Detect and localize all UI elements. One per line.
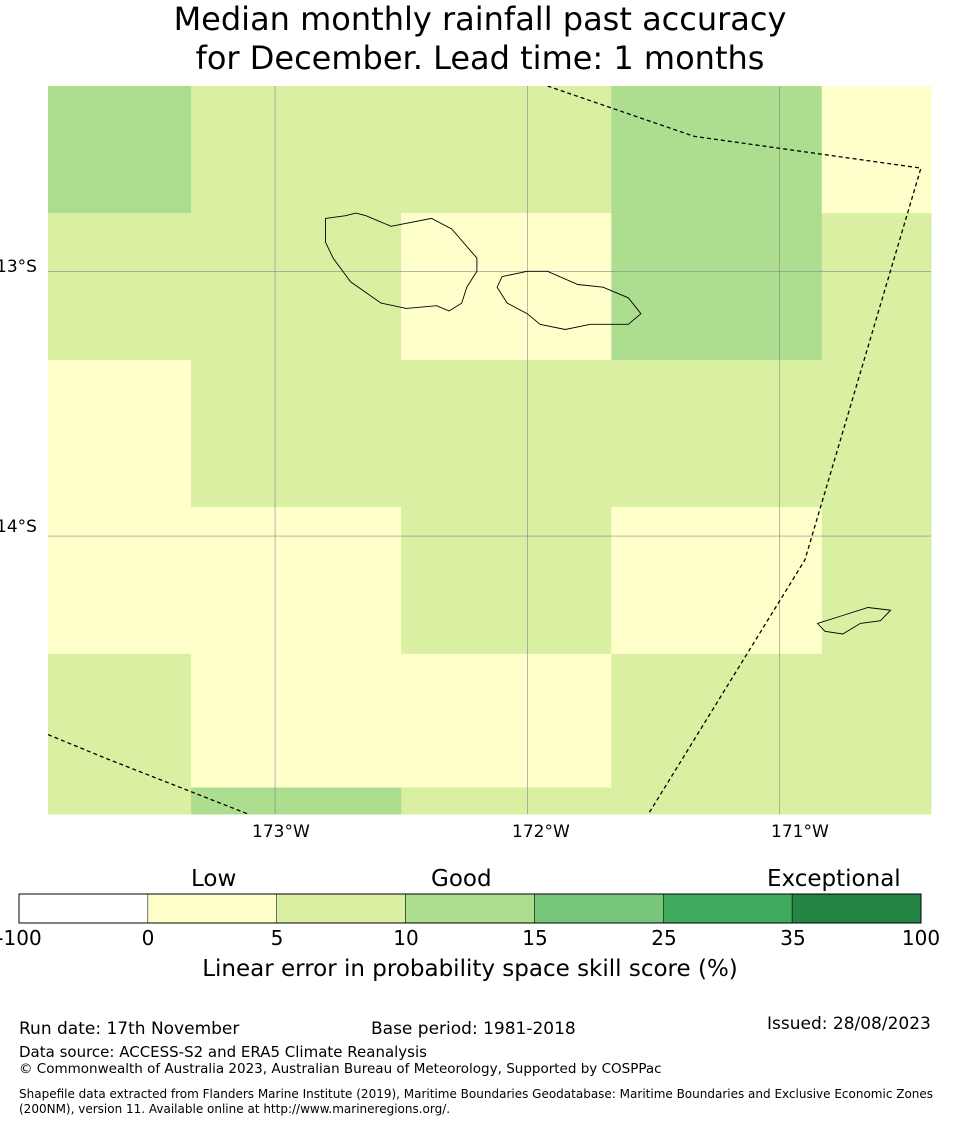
copyright: © Commonwealth of Australia 2023, Austra… [19, 1061, 662, 1077]
grid-cell [401, 213, 612, 361]
colorbar-tick-label: 5 [270, 926, 284, 950]
grid-cell [401, 653, 612, 789]
eez-boundaries [48, 86, 922, 814]
shapefile-credit-line-1: Shapefile data extracted from Flanders M… [19, 1087, 934, 1101]
shapefile-credit-line-2: (200NM), version 11. Available online at… [19, 1102, 451, 1116]
grid-cell [48, 653, 192, 789]
grid-cell [821, 213, 932, 361]
colorbar-bin [18, 893, 149, 924]
grid-cell [611, 787, 823, 815]
colorbar-tick-label: 10 [393, 926, 419, 950]
colorbar-category-low: Low [191, 866, 237, 892]
grid-cell [191, 506, 402, 655]
grid-cell [821, 86, 932, 214]
eez-boundary-line [48, 733, 250, 814]
lon-tick-label: 171°W [771, 822, 829, 842]
grid-cell [191, 653, 402, 789]
grid-cell [401, 787, 612, 815]
colorbar [18, 893, 922, 924]
grid-cell [48, 213, 192, 361]
colorbar-tick-label: 25 [651, 926, 677, 950]
island-outline [325, 212, 478, 312]
grid-cell [401, 359, 612, 508]
colorbar-tick-label: 0 [141, 926, 155, 950]
lon-tick-label: 172°W [512, 822, 570, 842]
colorbar-category-good: Good [431, 866, 492, 892]
grid-cell [821, 359, 932, 508]
coastlines [325, 212, 892, 635]
island-outline [496, 270, 642, 330]
colorbar-frame [18, 893, 922, 924]
grid-cell [821, 787, 932, 815]
base-period: Base period: 1981-2018 [371, 1019, 576, 1039]
lat-tick-label: 13°S [0, 257, 37, 277]
issued-date: Issued: 28/08/2023 [767, 1014, 931, 1034]
run-date: Run date: 17th November [19, 1019, 240, 1039]
colorbar-title: Linear error in probability space skill … [202, 956, 738, 982]
island-outline [816, 607, 892, 635]
title-line-2: for December. Lead time: 1 months [195, 39, 765, 77]
grid-cell [191, 86, 402, 214]
data-source: Data source: ACCESS-S2 and ERA5 Climate … [19, 1043, 427, 1061]
grid-cell [191, 359, 402, 508]
colorbar-bin [405, 893, 535, 924]
grid-cell [821, 506, 932, 655]
colorbar-tick-label: 35 [780, 926, 806, 950]
grid-cell [48, 86, 192, 214]
colorbar-tick-label: 15 [522, 926, 548, 950]
colorbar-bin [276, 893, 406, 924]
grid-cell [48, 359, 192, 508]
title-line-1: Median monthly rainfall past accuracy [173, 0, 787, 38]
grid-cell [401, 506, 612, 655]
grid-cell [191, 787, 402, 815]
grid-cell [611, 506, 823, 655]
colorbar-bin [663, 893, 793, 924]
chart-title: Median monthly rainfall past accuracy fo… [0, 0, 960, 78]
colorbar-tick-label: -100 [0, 926, 42, 950]
grid-cell [48, 787, 192, 815]
grid-cell [191, 213, 402, 361]
colorbar-bin [147, 893, 277, 924]
eez-boundary-line [547, 86, 922, 814]
grid-cell [821, 653, 932, 789]
lon-tick-label: 173°W [252, 822, 310, 842]
grid-cell [48, 506, 192, 655]
map-panel [48, 86, 932, 815]
skill-grid [48, 86, 932, 815]
grid-cell [401, 86, 612, 214]
grid-cell [611, 653, 823, 789]
grid-cell [611, 359, 823, 508]
colorbar-bin [791, 893, 922, 924]
colorbar-bin [534, 893, 664, 924]
colorbar-tick-label: 100 [901, 926, 941, 950]
graticule [48, 86, 931, 814]
grid-cell [611, 213, 823, 361]
lat-tick-label: 14°S [0, 517, 37, 537]
colorbar-category-exceptional: Exceptional [767, 866, 901, 892]
